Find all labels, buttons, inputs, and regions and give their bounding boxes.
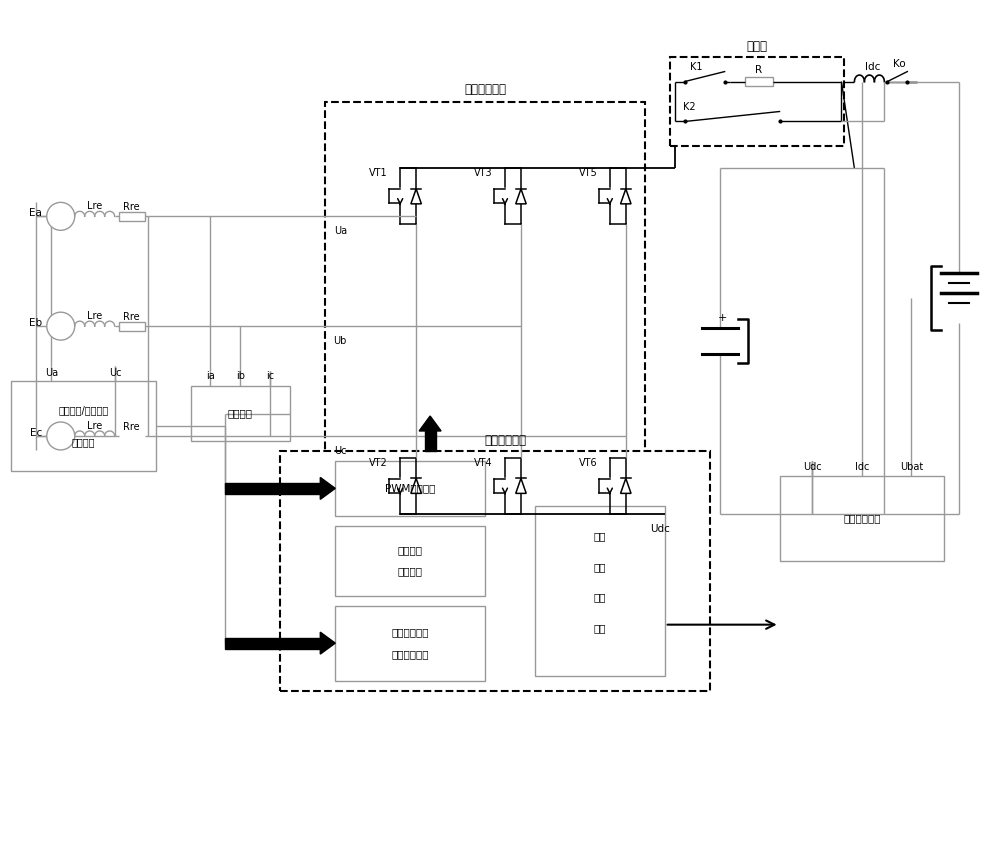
Text: ic: ic <box>266 371 274 381</box>
Text: Ua: Ua <box>334 226 347 236</box>
Polygon shape <box>621 479 631 494</box>
Polygon shape <box>419 416 441 431</box>
Polygon shape <box>225 637 320 648</box>
Circle shape <box>47 312 75 340</box>
Text: Lre: Lre <box>87 311 102 321</box>
Bar <box>119 431 145 441</box>
Circle shape <box>47 422 75 450</box>
Polygon shape <box>516 189 526 204</box>
Text: 微机控制单元: 微机控制单元 <box>484 435 526 447</box>
Text: Idc: Idc <box>855 462 869 472</box>
Text: ib: ib <box>236 371 245 381</box>
Text: 电压电流采样: 电压电流采样 <box>843 513 881 523</box>
Text: VT4: VT4 <box>474 458 492 468</box>
Text: 前馈解耦: 前馈解耦 <box>398 545 423 555</box>
Text: Ub: Ub <box>334 336 347 346</box>
Text: 处理单元: 处理单元 <box>71 437 95 447</box>
Polygon shape <box>225 483 320 494</box>
Text: +: + <box>718 313 727 323</box>
Text: Rre: Rre <box>123 422 140 432</box>
Text: 电压采样/同步信号: 电压采样/同步信号 <box>58 405 108 415</box>
Bar <box>335 461 485 516</box>
Bar <box>670 56 844 146</box>
Bar <box>191 386 290 441</box>
Text: 软启动: 软启动 <box>747 40 768 53</box>
Text: Udc: Udc <box>803 462 822 472</box>
Text: K1: K1 <box>690 61 703 71</box>
Bar <box>335 526 485 595</box>
Bar <box>325 102 645 590</box>
Text: K2: K2 <box>683 102 696 112</box>
Polygon shape <box>411 479 421 494</box>
Text: Uc: Uc <box>109 368 121 378</box>
Text: R: R <box>755 65 762 75</box>
Text: 单元: 单元 <box>594 623 606 633</box>
Text: VT3: VT3 <box>474 168 492 178</box>
Text: Lre: Lre <box>87 421 102 431</box>
Bar <box>535 505 665 675</box>
Bar <box>335 606 485 680</box>
Text: Ko: Ko <box>893 59 906 69</box>
Text: Rre: Rre <box>123 312 140 322</box>
Text: 变流模块单元: 变流模块单元 <box>464 83 506 96</box>
Text: Udc: Udc <box>650 524 670 534</box>
Text: 电流采样: 电流采样 <box>228 409 253 419</box>
Polygon shape <box>320 632 335 654</box>
Bar <box>745 77 773 86</box>
Text: VT1: VT1 <box>369 168 388 178</box>
Text: VT6: VT6 <box>579 458 597 468</box>
Text: Ec: Ec <box>30 428 42 438</box>
Bar <box>11 381 156 471</box>
Circle shape <box>47 203 75 230</box>
Text: 诊断: 诊断 <box>594 562 606 572</box>
Text: 充放电模式切: 充放电模式切 <box>391 627 429 637</box>
Polygon shape <box>621 189 631 204</box>
Polygon shape <box>516 479 526 494</box>
Text: 控制单元: 控制单元 <box>398 566 423 576</box>
Text: Idc: Idc <box>865 61 880 71</box>
Text: Lre: Lre <box>87 201 102 211</box>
Text: 换及控制逻辑: 换及控制逻辑 <box>391 649 429 659</box>
Polygon shape <box>320 478 335 500</box>
Text: Eb: Eb <box>29 318 42 328</box>
Text: Rre: Rre <box>123 203 140 213</box>
Text: Ea: Ea <box>29 209 42 219</box>
Polygon shape <box>425 431 436 451</box>
Text: Uc: Uc <box>334 446 347 456</box>
Text: Ua: Ua <box>45 368 58 378</box>
Bar <box>119 321 145 331</box>
Bar <box>280 451 710 690</box>
Text: ia: ia <box>206 371 215 381</box>
Text: 故障: 故障 <box>594 532 606 542</box>
Bar <box>119 212 145 221</box>
Polygon shape <box>411 189 421 204</box>
Text: VT2: VT2 <box>369 458 388 468</box>
Bar <box>780 476 944 561</box>
Text: Ubat: Ubat <box>900 462 923 472</box>
Text: 处理: 处理 <box>594 593 606 602</box>
Text: PWM脉宽调制: PWM脉宽调制 <box>385 484 435 494</box>
Text: VT5: VT5 <box>578 168 597 178</box>
